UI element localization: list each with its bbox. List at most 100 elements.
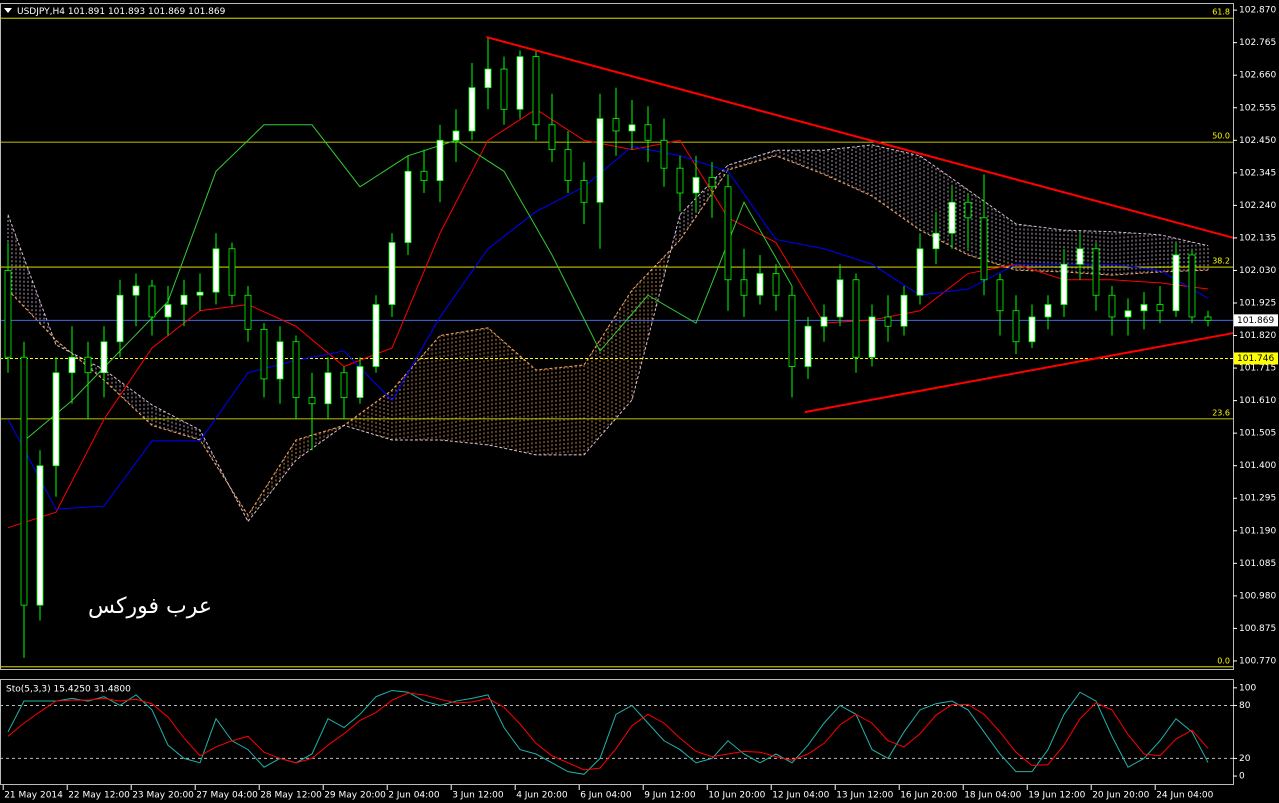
candle-body bbox=[68, 356, 76, 374]
candle-body bbox=[260, 328, 268, 380]
candle-body bbox=[708, 177, 716, 188]
candle-body bbox=[436, 139, 444, 181]
quote: 101.893 bbox=[108, 7, 145, 17]
candle-body bbox=[948, 201, 956, 234]
candle-body bbox=[1188, 254, 1196, 318]
fibo-label: 38.2 bbox=[1212, 257, 1230, 266]
y-tick-label: 101.190 bbox=[1239, 526, 1276, 536]
main-plot: 61.8 50.0 38.2 23.6 0.0 bbox=[1, 8, 1233, 668]
candle-body bbox=[212, 248, 220, 293]
watermark: عرب فوركس bbox=[88, 594, 212, 619]
candle-body bbox=[900, 294, 908, 327]
candle-body bbox=[468, 87, 476, 132]
stoch-panel bbox=[0, 679, 1234, 785]
y-tick-label: 102.240 bbox=[1239, 201, 1276, 211]
candle-body bbox=[388, 242, 396, 305]
cloud-span bbox=[7, 155, 1209, 517]
x-tick-label: 23 May 20:00 bbox=[132, 791, 194, 801]
candle-body bbox=[564, 149, 572, 181]
y-tick-label: 102.870 bbox=[1239, 6, 1276, 16]
fibo-label: 50.0 bbox=[1212, 132, 1230, 141]
candle-body bbox=[996, 279, 1004, 312]
y-tick-label: 101.715 bbox=[1239, 364, 1276, 374]
candle-body bbox=[1060, 263, 1068, 305]
y-tick-label: 102.765 bbox=[1239, 38, 1276, 48]
x-tick-label: 18 Jun 04:00 bbox=[964, 791, 1021, 801]
x-tick-label: 19 Jun 12:00 bbox=[1028, 791, 1085, 801]
stoch-line bbox=[7, 689, 1209, 775]
candle-body bbox=[676, 167, 684, 194]
candle-body bbox=[932, 232, 940, 250]
candle-body bbox=[980, 217, 988, 281]
x-tick-label: 28 May 12:00 bbox=[260, 791, 322, 801]
candle-body bbox=[836, 279, 844, 318]
candle-body bbox=[180, 294, 188, 305]
candle-body bbox=[804, 325, 812, 367]
candle-body bbox=[148, 285, 156, 318]
candle-body bbox=[404, 170, 412, 243]
candle-body bbox=[1156, 304, 1164, 312]
y-tick-label: 102.555 bbox=[1239, 103, 1276, 113]
x-tick-label: 22 May 12:00 bbox=[68, 791, 130, 801]
y-tick-label: 80 bbox=[1239, 701, 1251, 711]
candle-body bbox=[964, 201, 972, 219]
candle-body bbox=[500, 68, 508, 110]
indicator-line bbox=[7, 108, 1209, 529]
candle-body bbox=[612, 118, 620, 132]
candle-body bbox=[580, 180, 588, 203]
menu-icon[interactable] bbox=[4, 8, 12, 13]
candle-body bbox=[596, 118, 604, 203]
x-tick-label: 6 Jun 04:00 bbox=[580, 791, 632, 801]
x-tick-label: 4 Jun 20:00 bbox=[516, 791, 568, 801]
y-tick-label: 101.925 bbox=[1239, 298, 1276, 308]
quote: 101.891 bbox=[68, 7, 105, 17]
quote: 101.869 bbox=[148, 7, 185, 17]
candle-body bbox=[164, 304, 172, 318]
stoch-line bbox=[7, 692, 1209, 771]
y-tick-label: 102.660 bbox=[1239, 71, 1276, 81]
y-tick-label: 101.400 bbox=[1239, 461, 1276, 471]
y-tick-label: 102.030 bbox=[1239, 266, 1276, 276]
candle-body bbox=[372, 304, 380, 367]
stoch-title: Sto(5,3,3) 15.4250 31.4800 bbox=[6, 685, 131, 695]
candle-body bbox=[1124, 310, 1132, 318]
candle-body bbox=[452, 130, 460, 141]
candle-body bbox=[756, 273, 764, 296]
candle-body bbox=[36, 465, 44, 606]
y-tick-label: 102.345 bbox=[1239, 168, 1276, 178]
candle-body bbox=[548, 124, 556, 150]
price-tag bbox=[1234, 352, 1278, 365]
candle-body bbox=[1012, 310, 1020, 343]
x-tick-label: 10 Jun 20:00 bbox=[708, 791, 765, 801]
fibo-label: 23.6 bbox=[1212, 408, 1230, 417]
candle-body bbox=[1028, 316, 1036, 343]
candle-body bbox=[644, 124, 652, 141]
x-tick-label: 27 May 04:00 bbox=[196, 791, 258, 801]
x-tick-label: 2 Jun 04:00 bbox=[388, 791, 440, 801]
x-tick-label: 21 May 2014 bbox=[4, 791, 63, 801]
indicator-line bbox=[7, 145, 1209, 510]
price-tag-label: 101.746 bbox=[1237, 354, 1274, 364]
candle-body bbox=[1204, 316, 1212, 321]
x-tick-label: 3 Jun 12:00 bbox=[452, 791, 504, 801]
fibo-label: 0.0 bbox=[1217, 656, 1230, 665]
x-tick-label: 12 Jun 04:00 bbox=[772, 791, 829, 801]
candle-body bbox=[532, 56, 540, 126]
x-tick-label: 16 Jun 20:00 bbox=[900, 791, 957, 801]
x-tick-label: 20 Jun 20:00 bbox=[1092, 791, 1149, 801]
candle-body bbox=[292, 341, 300, 398]
candle-body bbox=[852, 279, 860, 358]
candle-body bbox=[52, 372, 60, 467]
symbol: USDJPY,H4 bbox=[17, 7, 65, 17]
candle-body bbox=[916, 248, 924, 296]
price-tag bbox=[1234, 314, 1278, 327]
candle-body bbox=[1108, 294, 1116, 318]
y-tick-label: 101.505 bbox=[1239, 429, 1276, 439]
trendline bbox=[804, 332, 1233, 414]
chart-header: USDJPY,H4 101.891 101.893 101.869 101.86… bbox=[17, 7, 226, 17]
candle-body bbox=[1076, 248, 1084, 265]
candle-body bbox=[740, 279, 748, 296]
candle-body bbox=[132, 285, 140, 296]
stoch-plot bbox=[1, 689, 1233, 775]
y-tick-label: 0 bbox=[1239, 772, 1245, 782]
